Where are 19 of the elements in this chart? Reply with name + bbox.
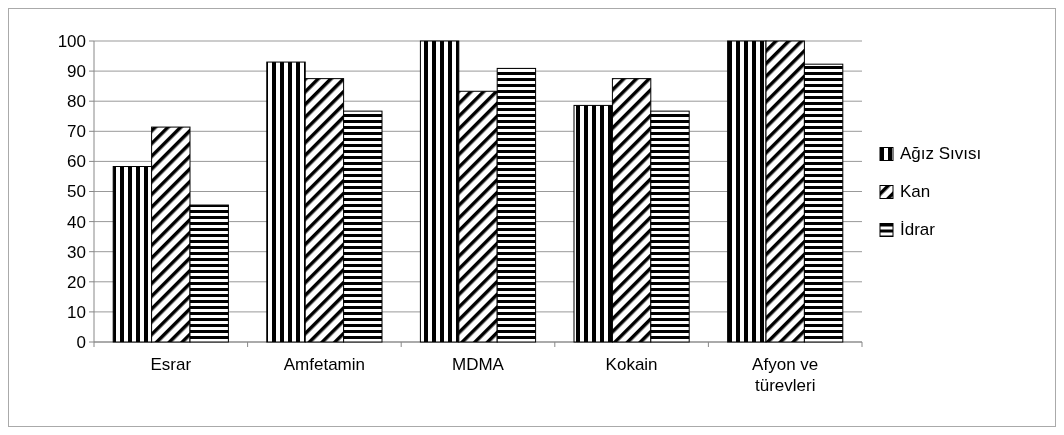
y-tick-label: 90 <box>67 62 86 82</box>
x-tick-label: Amfetamin <box>283 355 366 374</box>
y-tick-label: 70 <box>67 122 86 142</box>
x-tick-label: Afyon ve türevleri <box>752 355 819 395</box>
legend-label: Ağız Sıvısı <box>900 144 982 164</box>
y-tick-label: 30 <box>67 242 86 262</box>
y-tick-label: 0 <box>76 332 86 352</box>
y-tick-label: 20 <box>67 272 86 292</box>
y-tick-label: 60 <box>67 152 86 172</box>
y-tick-label: 40 <box>67 212 86 232</box>
x-tick-label: Esrar <box>150 355 192 374</box>
y-tick-label: 100 <box>57 31 86 51</box>
y-tick-label: 10 <box>67 302 86 322</box>
y-tick-label: 80 <box>67 92 86 112</box>
y-tick-label: 50 <box>67 182 86 202</box>
x-tick-label: Kokain <box>605 355 658 374</box>
legend-label: Kan <box>900 182 931 202</box>
x-tick-label: MDMA <box>452 355 505 374</box>
legend-label: İdrar <box>900 220 936 240</box>
